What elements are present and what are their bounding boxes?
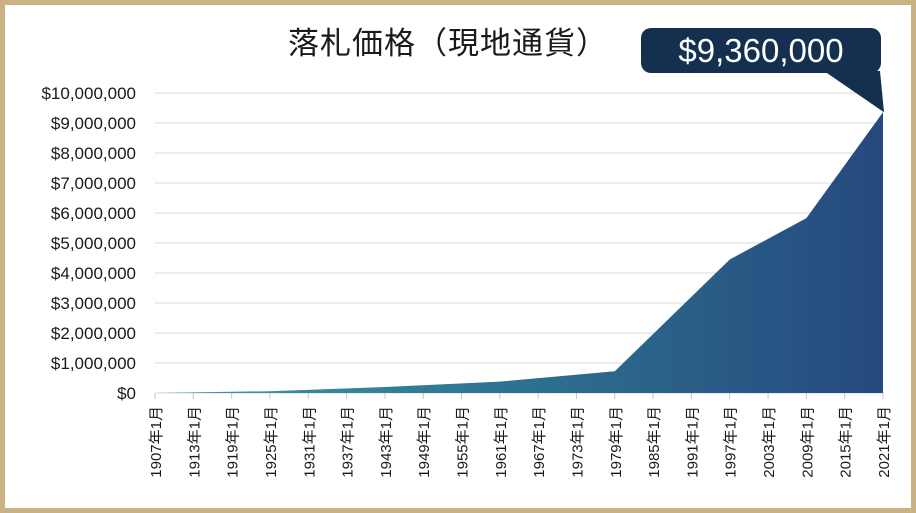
callout-tail	[824, 71, 884, 113]
x-axis-label: 2021年1月	[876, 406, 893, 478]
x-axis-label: 1937年1月	[340, 406, 357, 478]
x-axis-label: 2015年1月	[838, 406, 855, 478]
y-axis-label: $10,000,000	[41, 84, 136, 103]
y-axis-label: $2,000,000	[51, 324, 136, 343]
y-axis-label: $3,000,000	[51, 294, 136, 313]
callout-value: $9,360,000	[678, 32, 843, 69]
callout-bubble	[641, 28, 881, 73]
x-axis-label: 1967年1月	[531, 406, 548, 478]
x-axis-label: 1913年1月	[186, 406, 203, 478]
x-axis-label: 1997年1月	[723, 406, 740, 478]
y-axis-label: $4,000,000	[51, 264, 136, 283]
x-axis-label: 1907年1月	[148, 406, 165, 478]
price-area-series	[155, 112, 883, 393]
x-axis-label: 2009年1月	[799, 406, 816, 478]
x-axis-label: 1943年1月	[378, 406, 395, 478]
x-axis-label: 1979年1月	[608, 406, 625, 478]
y-axis-label: $6,000,000	[51, 204, 136, 223]
x-axis-label: 2003年1月	[761, 406, 778, 478]
y-axis-label: $8,000,000	[51, 144, 136, 163]
y-axis-label: $5,000,000	[51, 234, 136, 253]
x-axis-label: 1973年1月	[569, 406, 586, 478]
x-axis-label: 1949年1月	[416, 406, 433, 478]
x-axis-label: 1955年1月	[455, 406, 472, 478]
y-axis-label: $0	[117, 384, 136, 403]
y-axis-label: $7,000,000	[51, 174, 136, 193]
chart-title: 落札価格（現地通貨）	[288, 26, 608, 61]
x-axis-label: 1925年1月	[263, 406, 280, 478]
y-axis-label: $9,000,000	[51, 114, 136, 133]
x-axis-label: 1931年1月	[301, 406, 318, 478]
x-axis-label: 1961年1月	[493, 406, 510, 478]
y-axis-label: $1,000,000	[51, 354, 136, 373]
x-axis-label: 1919年1月	[225, 406, 242, 478]
x-axis-label: 1991年1月	[684, 406, 701, 478]
x-axis-label: 1985年1月	[646, 406, 663, 478]
